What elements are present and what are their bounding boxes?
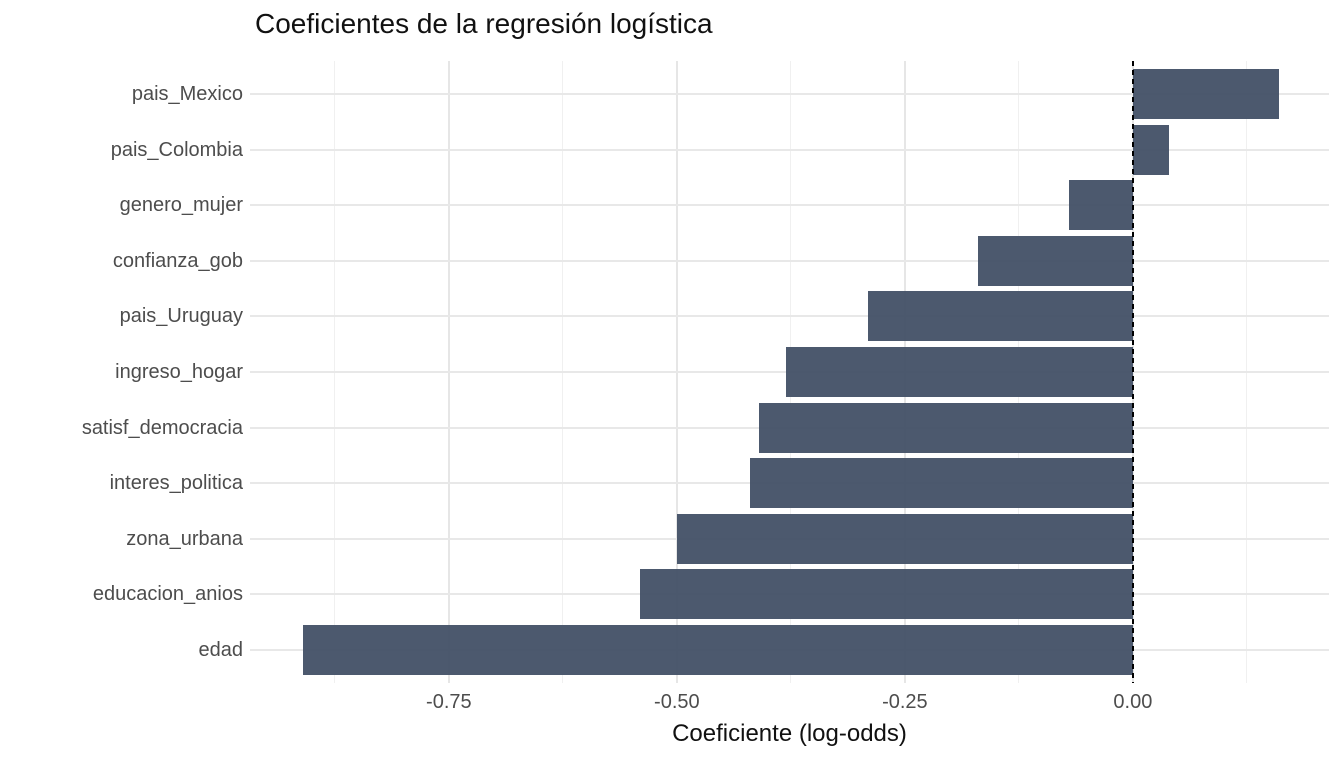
zero-reference-line: [1131, 61, 1134, 683]
bar: [1132, 69, 1279, 120]
y-axis-label: interes_politica: [109, 472, 243, 495]
x-axis-tick-label: -0.75: [426, 691, 472, 713]
x-axis-tick-labels: -0.75 -0.50 -0.25 0.00: [250, 692, 1329, 716]
gridline-major-y: [250, 204, 1329, 207]
gridline-major-y: [250, 148, 1329, 151]
bar: [302, 624, 1133, 675]
x-axis-tick-label: -0.50: [654, 691, 700, 713]
y-axis-label: educacion_anios: [92, 583, 243, 606]
gridline-major-y: [250, 259, 1329, 262]
bar: [786, 347, 1133, 397]
bar: [676, 513, 1133, 564]
plot-panel: [250, 61, 1329, 683]
bar: [758, 402, 1133, 453]
bar: [977, 235, 1133, 286]
y-axis-label: confianza_gob: [112, 249, 243, 272]
y-axis-label: genero_mujer: [119, 194, 243, 217]
y-axis-label: satisf_democracia: [81, 416, 243, 439]
bar: [1132, 124, 1170, 175]
bar: [868, 291, 1133, 342]
gridline-major-y: [250, 315, 1329, 318]
y-axis-label: edad: [198, 638, 244, 661]
bar: [749, 458, 1133, 509]
y-axis-label: zona_urbana: [126, 527, 243, 550]
bar: [1069, 180, 1133, 231]
x-axis-title: Coeficiente (log-odds): [672, 720, 907, 747]
chart-title: Coeficientes de la regresión logística: [255, 8, 713, 39]
y-axis-label: pais_Colombia: [110, 138, 243, 161]
y-axis-label: ingreso_hogar: [115, 361, 243, 383]
y-axis-label: pais_Uruguay: [119, 305, 243, 328]
bar: [640, 569, 1133, 620]
x-axis-tick-label: 0.00: [1113, 691, 1153, 713]
y-axis-label: pais_Mexico: [131, 83, 243, 106]
x-axis-tick-label: -0.25: [882, 691, 928, 713]
gridline-major-y: [250, 93, 1329, 96]
